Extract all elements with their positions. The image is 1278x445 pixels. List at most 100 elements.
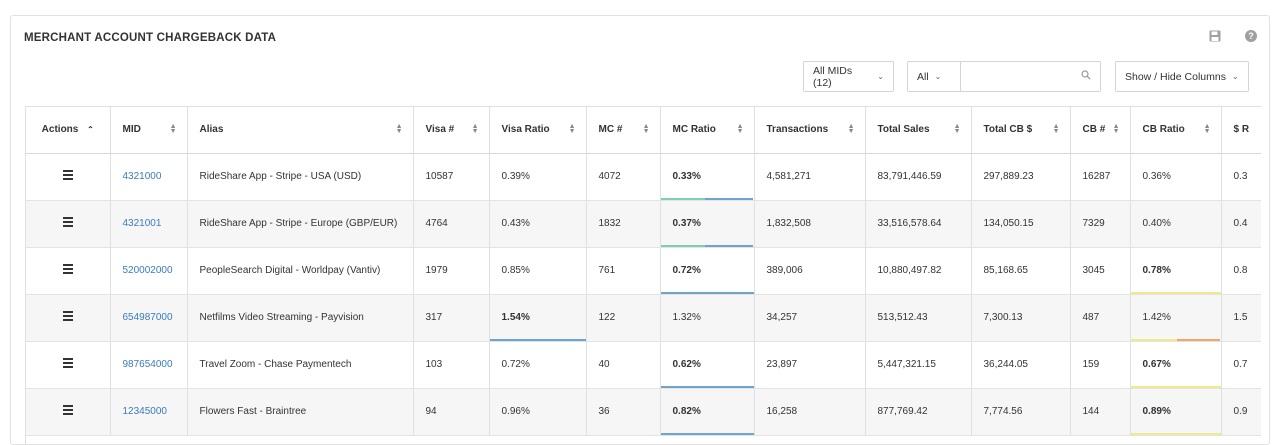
chargeback-table: Actions ⌃ MID ▲ ▼ Alias ▲ ▼ Visa # ▲ ▼ Visa Ra… [26, 107, 1261, 436]
visa-count-cell: 10587 [413, 153, 490, 201]
mc-count-cell: 122 [586, 294, 661, 342]
sort-icon: ▲ ▼ [1203, 123, 1211, 135]
cb-count-cell: 7329 [1070, 200, 1131, 248]
alias-cell: PeopleSearch Digital - Worldpay (Vantiv) [187, 247, 414, 295]
search-box[interactable] [960, 61, 1101, 92]
table-row: 520002000 PeopleSearch Digital - Worldpa… [26, 247, 1261, 295]
filter-all-label: All [917, 70, 929, 83]
mc-count-cell: 1832 [586, 200, 661, 248]
total-sales-cell: 10,880,497.82 [865, 247, 972, 295]
total-cb-cell: 7,774.56 [971, 388, 1071, 436]
cb-count-cell: 487 [1070, 294, 1131, 342]
cb-ratio-cell: 0.36% [1130, 153, 1222, 201]
total-cb-cell: 7,300.13 [971, 294, 1071, 342]
mid-link[interactable]: 12345000 [110, 388, 188, 436]
transactions-cell: 16,258 [754, 388, 866, 436]
sort-icon: ▲ ▼ [1112, 123, 1120, 135]
col-header-total-sales[interactable]: Total Sales ▲ ▼ [865, 107, 972, 154]
alias-cell: Netfilms Video Streaming - Payvision [187, 294, 414, 342]
row-actions-menu[interactable] [26, 341, 111, 389]
alias-cell: RideShare App - Stripe - USA (USD) [187, 153, 414, 201]
cb-ratio-cell: 0.89% [1130, 388, 1222, 436]
show-hide-columns-label: Show / Hide Columns [1125, 70, 1226, 83]
extra-cell: 1.5 [1221, 294, 1261, 342]
extra-cell: 0.8 [1221, 247, 1261, 295]
cb-ratio-cell: 1.42% [1130, 294, 1222, 342]
col-header-visa-count[interactable]: Visa # ▲ ▼ [413, 107, 490, 154]
col-header-cb-count[interactable]: CB # ▲ ▼ [1070, 107, 1131, 154]
visa-count-cell: 1979 [413, 247, 490, 295]
total-sales-cell: 33,516,578.64 [865, 200, 972, 248]
sort-icon: ▲ ▼ [395, 123, 403, 135]
table-row: 654987000 Netfilms Video Streaming - Pay… [26, 294, 1261, 342]
mid-link[interactable]: 987654000 [110, 341, 188, 389]
total-cb-cell: 134,050.15 [971, 200, 1071, 248]
extra-cell: 0.3 [1221, 153, 1261, 201]
menu-icon [62, 403, 73, 417]
visa-ratio-cell: 0.85% [489, 247, 587, 295]
sort-up-icon: ⌃ [87, 125, 94, 135]
sort-icon: ▲ ▼ [953, 123, 961, 135]
menu-icon [62, 262, 73, 276]
table-header-row: Actions ⌃ MID ▲ ▼ Alias ▲ ▼ Visa # ▲ ▼ Visa Ra… [26, 107, 1261, 154]
mids-dropdown[interactable]: All MIDs (12) ⌄ [803, 61, 894, 92]
cb-ratio-cell: 0.67% [1130, 341, 1222, 389]
extra-cell: 0.9 [1221, 388, 1261, 436]
sort-icon: ▲ ▼ [568, 123, 576, 135]
total-cb-cell: 85,168.65 [971, 247, 1071, 295]
col-header-transactions[interactable]: Transactions ▲ ▼ [754, 107, 866, 154]
mid-link[interactable]: 4321000 [110, 153, 188, 201]
cb-count-cell: 144 [1070, 388, 1131, 436]
transactions-cell: 23,897 [754, 341, 866, 389]
mc-ratio-cell: 1.32% [660, 294, 755, 342]
transactions-cell: 1,832,508 [754, 200, 866, 248]
mid-link[interactable]: 654987000 [110, 294, 188, 342]
row-actions-menu[interactable] [26, 247, 111, 295]
search-input[interactable] [970, 62, 1081, 91]
col-header-total-cb[interactable]: Total CB $ ▲ ▼ [971, 107, 1071, 154]
col-header-mc-count[interactable]: MC # ▲ ▼ [586, 107, 661, 154]
search-icon[interactable] [1081, 70, 1091, 83]
total-cb-cell: 297,889.23 [971, 153, 1071, 201]
col-header-actions[interactable]: Actions ⌃ [26, 107, 111, 154]
col-header-alias[interactable]: Alias ▲ ▼ [187, 107, 414, 154]
table-row: 987654000 Travel Zoom - Chase Paymentech… [26, 341, 1261, 389]
col-header-mid[interactable]: MID ▲ ▼ [110, 107, 188, 154]
transactions-cell: 34,257 [754, 294, 866, 342]
sort-icon: ▲ ▼ [642, 123, 650, 135]
row-actions-menu[interactable] [26, 200, 111, 248]
visa-ratio-cell: 0.43% [489, 200, 587, 248]
sort-icon: ▲ ▼ [471, 123, 479, 135]
visa-ratio-cell: 0.72% [489, 341, 587, 389]
col-header-visa-ratio[interactable]: Visa Ratio ▲ ▼ [489, 107, 587, 154]
mc-count-cell: 4072 [586, 153, 661, 201]
row-actions-menu[interactable] [26, 153, 111, 201]
total-sales-cell: 513,512.43 [865, 294, 972, 342]
total-cb-cell: 36,244.05 [971, 341, 1071, 389]
row-actions-menu[interactable] [26, 294, 111, 342]
table-row: 4321001 RideShare App - Stripe - Europe … [26, 200, 1261, 248]
help-icon[interactable]: ? [1243, 28, 1259, 44]
cb-count-cell: 3045 [1070, 247, 1131, 295]
col-header-cb-ratio[interactable]: CB Ratio ▲ ▼ [1130, 107, 1222, 154]
save-icon[interactable] [1207, 28, 1223, 44]
svg-text:?: ? [1248, 31, 1254, 41]
col-header-extra[interactable]: $ R [1221, 107, 1261, 154]
total-sales-cell: 5,447,321.15 [865, 341, 972, 389]
show-hide-columns-button[interactable]: Show / Hide Columns ⌄ [1115, 61, 1249, 92]
visa-count-cell: 94 [413, 388, 490, 436]
col-header-mc-ratio[interactable]: MC Ratio ▲ ▼ [660, 107, 755, 154]
mid-link[interactable]: 520002000 [110, 247, 188, 295]
row-actions-menu[interactable] [26, 388, 111, 436]
mc-count-cell: 40 [586, 341, 661, 389]
mids-dropdown-label: All MIDs (12) [813, 64, 853, 89]
mid-link[interactable]: 4321001 [110, 200, 188, 248]
extra-cell: 0.4 [1221, 200, 1261, 248]
sort-icon: ▲ ▼ [847, 123, 855, 135]
mc-ratio-cell: 0.62% [660, 341, 755, 389]
menu-icon [62, 356, 73, 370]
visa-count-cell: 317 [413, 294, 490, 342]
extra-cell: 0.7 [1221, 341, 1261, 389]
alias-cell: Flowers Fast - Braintree [187, 388, 414, 436]
filter-all-dropdown[interactable]: All ⌄ [907, 61, 961, 92]
